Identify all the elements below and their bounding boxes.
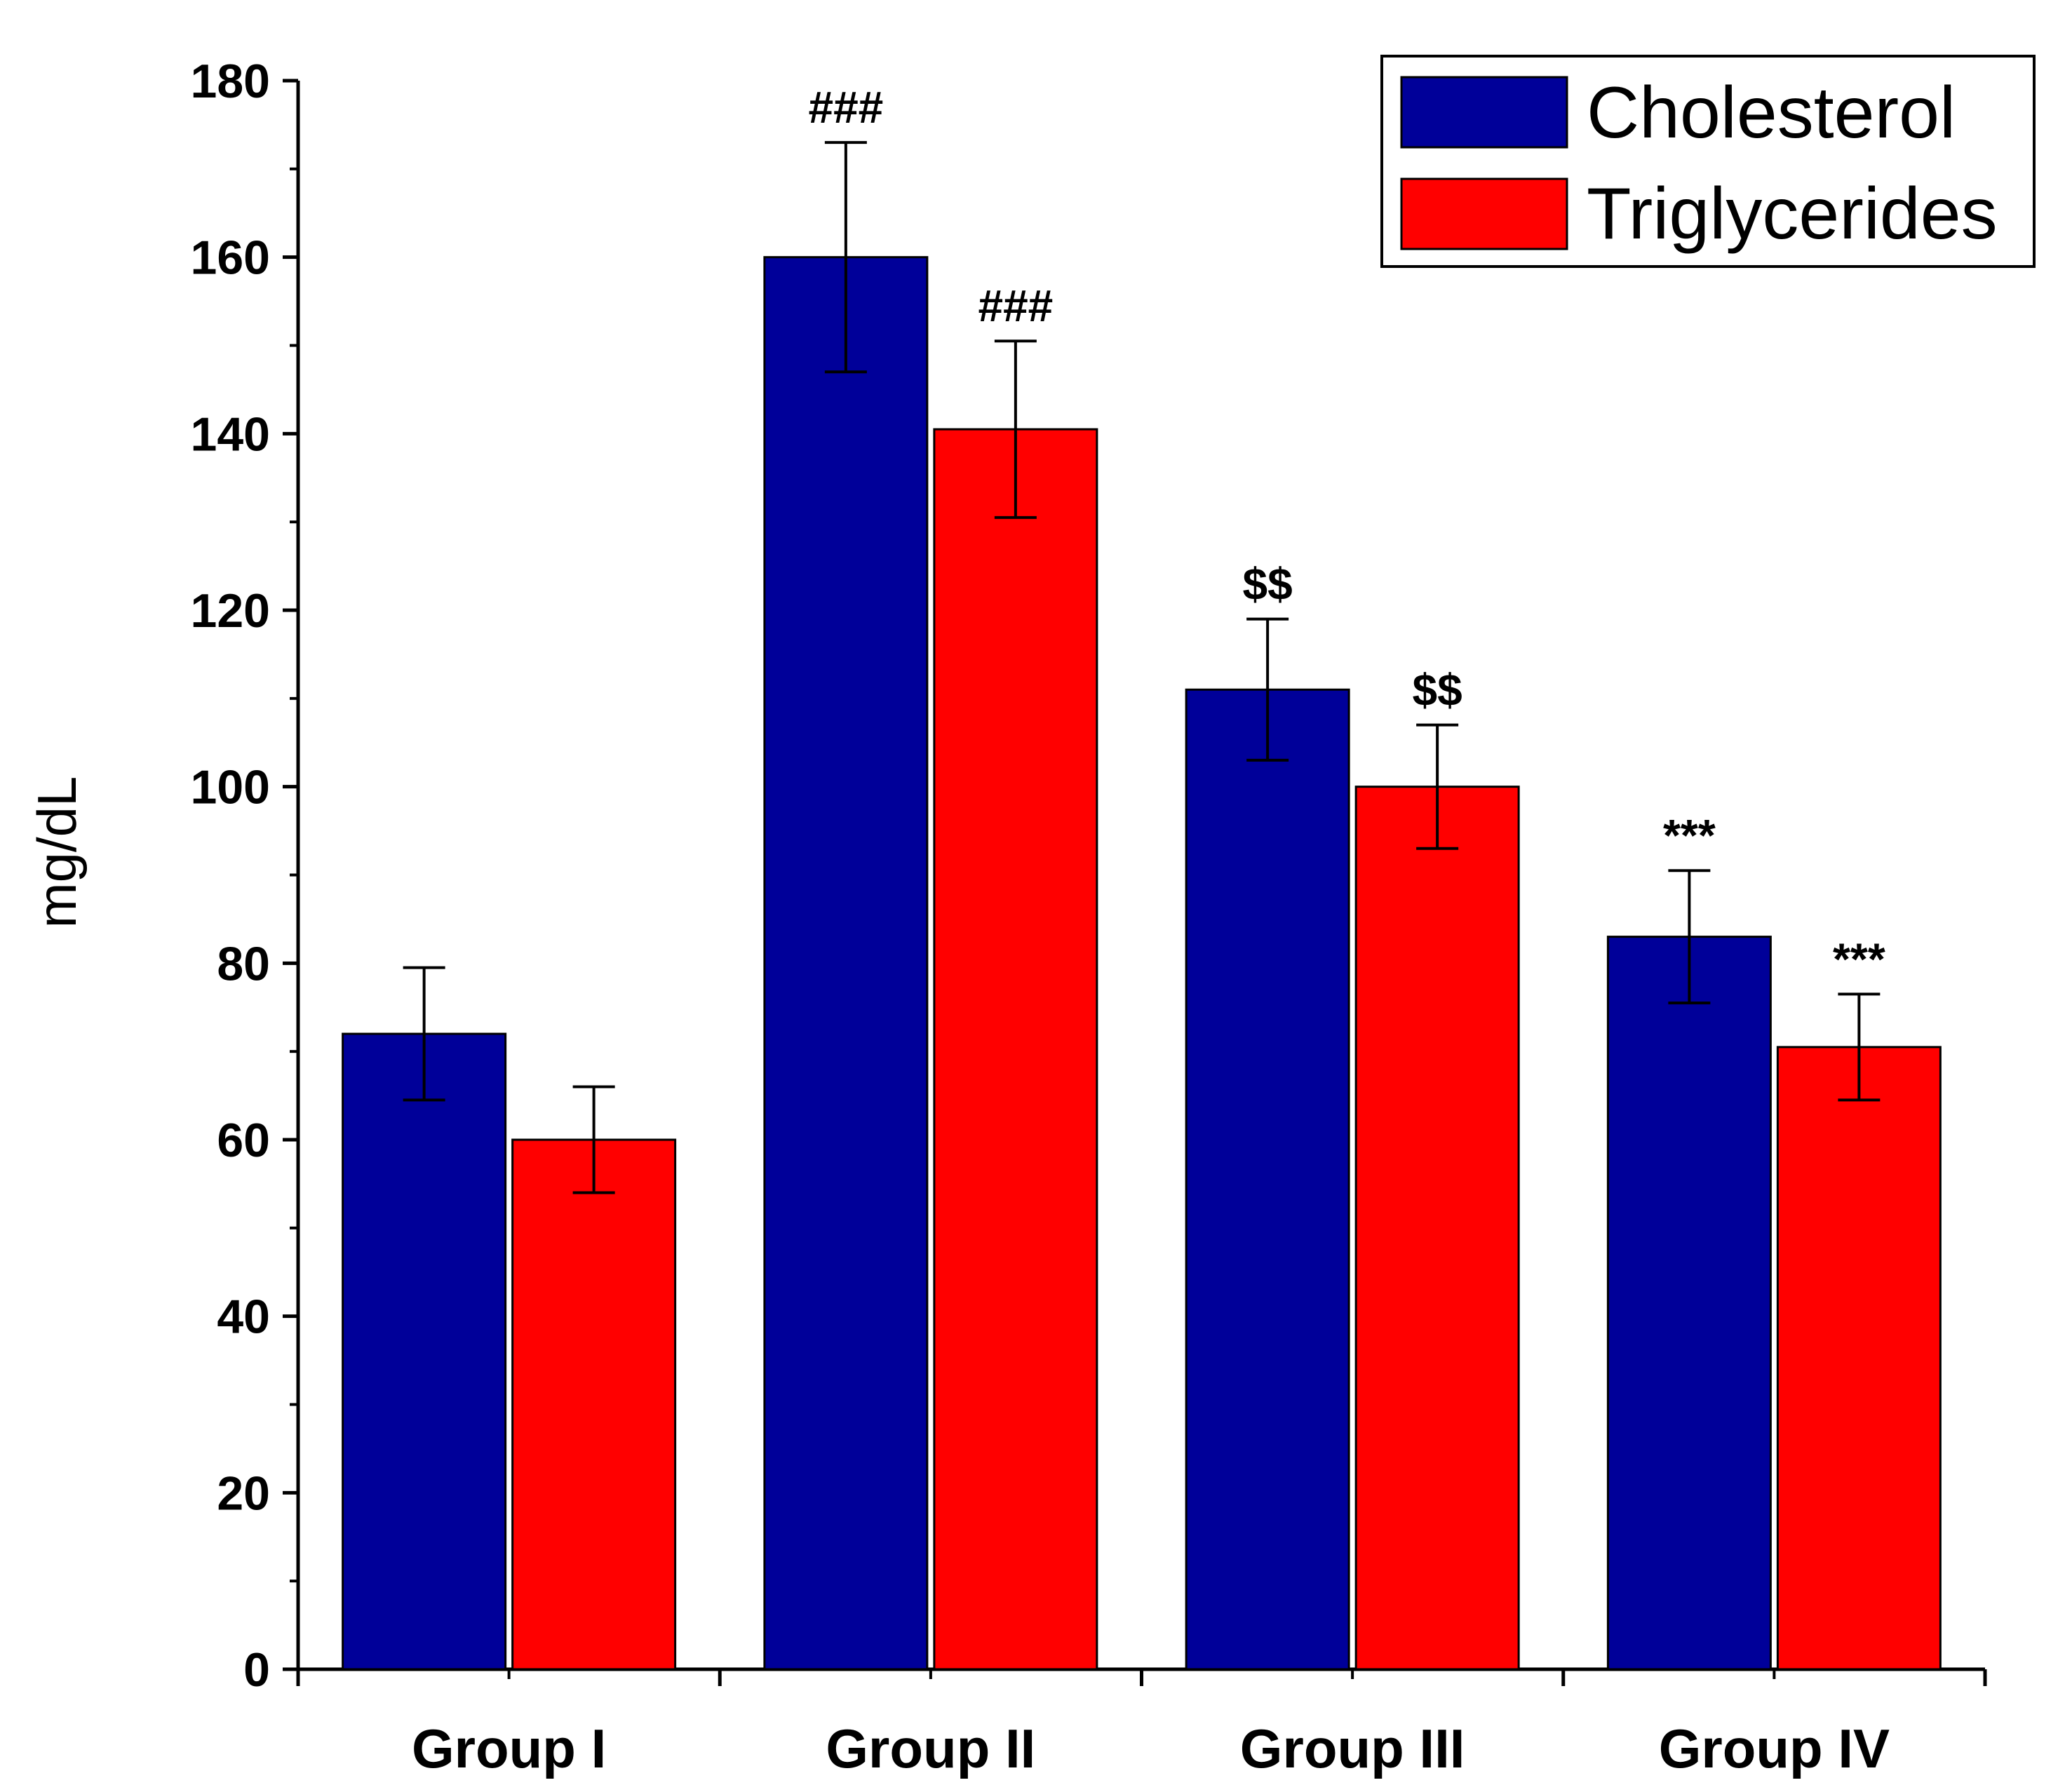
- y-tick-label: 40: [217, 1291, 270, 1344]
- significance-label: ***: [1833, 934, 1885, 984]
- bar-cholesterol: [763, 256, 929, 1671]
- y-tick-label: 180: [191, 55, 270, 108]
- y-tick-label: 20: [217, 1467, 270, 1520]
- y-tick-label: 0: [243, 1643, 270, 1697]
- significance-label: ###: [808, 82, 883, 133]
- bar-cholesterol: [1606, 936, 1772, 1671]
- significance-label: ***: [1663, 810, 1716, 861]
- plot-area: 0 20 40 60 80 100 120 140 160 180 Group I Group II G…: [191, 55, 1987, 1779]
- y-tick-label: 100: [191, 761, 270, 814]
- y-tick-label: 60: [217, 1114, 270, 1167]
- legend: Cholesterol Triglycerides: [1380, 55, 2036, 268]
- y-axis-title: mg/dL: [26, 776, 88, 929]
- bar-triglycerides: [1776, 1046, 1942, 1671]
- legend-swatch-cholesterol: [1400, 76, 1568, 149]
- y-tick-label: 80: [217, 937, 270, 990]
- bar-cholesterol: [342, 1032, 507, 1671]
- legend-swatch-triglycerides: [1400, 177, 1568, 250]
- bar-cholesterol: [1185, 688, 1350, 1671]
- x-category-label: Group III: [1240, 1718, 1465, 1779]
- y-tick-label: 120: [191, 584, 270, 638]
- significance-label: $$: [1413, 665, 1462, 715]
- bar-triglycerides: [511, 1138, 677, 1671]
- x-category-label: Group I: [412, 1718, 606, 1779]
- y-tick-label: 140: [191, 407, 270, 461]
- y-tick-label: 160: [191, 231, 270, 285]
- significance-label: ###: [978, 281, 1053, 331]
- bar-triglycerides: [933, 428, 1098, 1671]
- legend-label-cholesterol: Cholesterol: [1587, 72, 1956, 154]
- bar-triglycerides: [1354, 786, 1520, 1671]
- significance-label: $$: [1243, 559, 1293, 609]
- x-category-label: Group IV: [1659, 1718, 1890, 1779]
- legend-label-triglycerides: Triglycerides: [1587, 173, 1998, 255]
- x-category-label: Group II: [826, 1718, 1035, 1779]
